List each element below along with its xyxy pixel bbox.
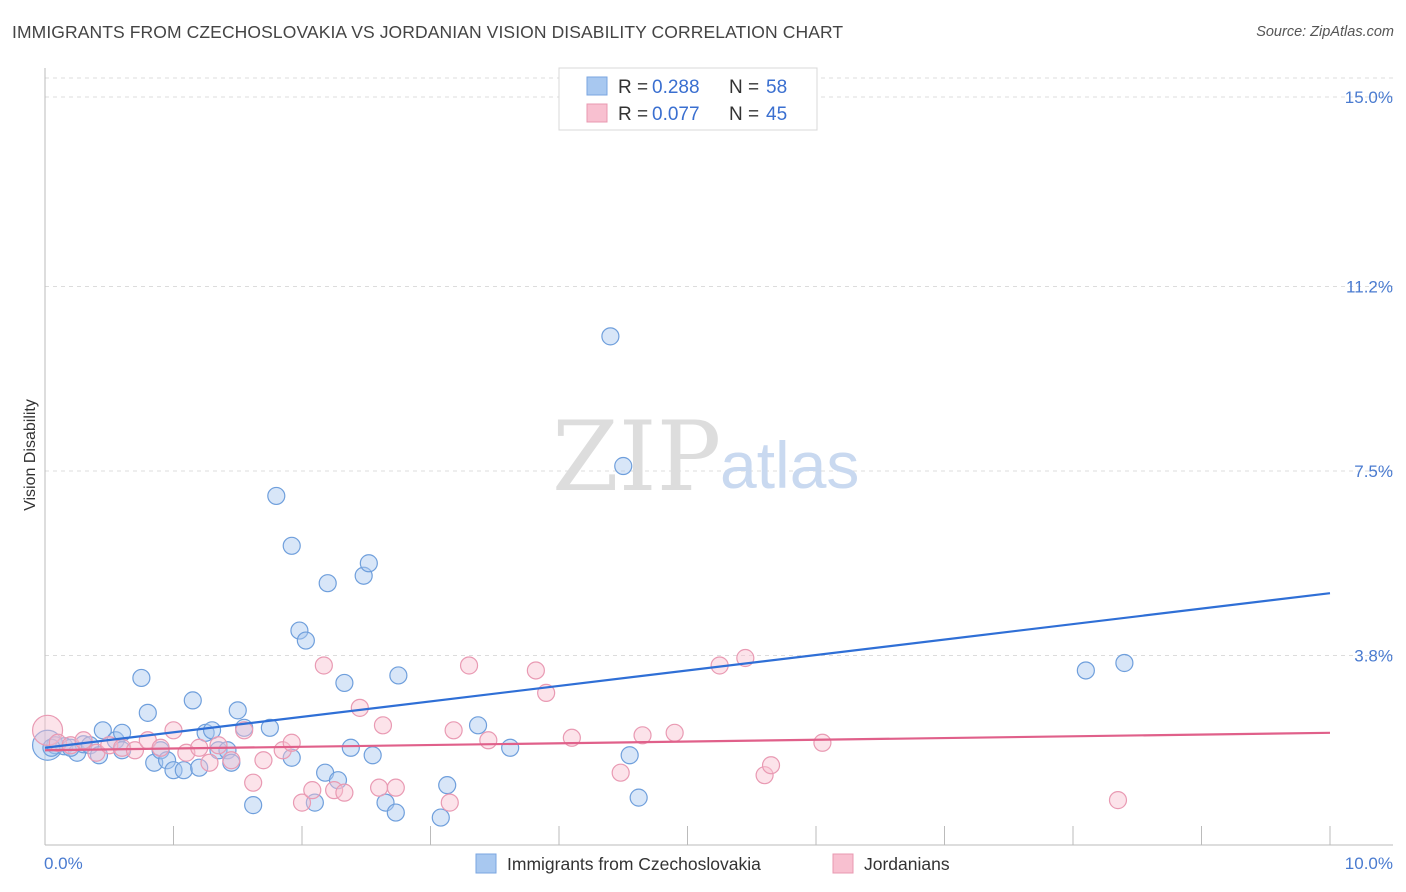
czechoslovakia-point-49 bbox=[601, 327, 620, 346]
czechoslovakia-point-51 bbox=[620, 746, 639, 765]
jordanian-point-31 bbox=[444, 721, 463, 740]
jordanian-point-22 bbox=[303, 781, 322, 800]
jordanian-point-33 bbox=[479, 731, 498, 750]
jordanian-point-0 bbox=[31, 714, 64, 746]
czechoslovakia-point-18 bbox=[190, 758, 209, 777]
czechoslovakia-point-11 bbox=[138, 703, 157, 722]
czechoslovakia-point-48 bbox=[501, 738, 520, 757]
czechoslovakia-point-52 bbox=[629, 788, 648, 807]
czechoslovakia-point-16 bbox=[174, 761, 193, 780]
czechoslovakia-point-17 bbox=[183, 691, 202, 710]
legend-r-value-2: 0.077 bbox=[652, 104, 700, 125]
jordanian-point-43 bbox=[761, 756, 781, 775]
czechoslovakia-trend-line bbox=[44, 592, 1331, 749]
bottom-legend-swatch-jordanians bbox=[832, 853, 854, 874]
czechoslovakia-point-47 bbox=[468, 716, 488, 735]
x-tick-label-0: 0.0% bbox=[44, 854, 83, 873]
czechoslovakia-point-46 bbox=[438, 776, 457, 795]
legend-swatch-jordanians bbox=[586, 103, 608, 123]
jordanian-point-27 bbox=[373, 716, 393, 735]
jordanian-point-16 bbox=[235, 721, 254, 740]
jordanian-point-23 bbox=[314, 656, 333, 675]
jordanian-point-30 bbox=[440, 793, 459, 812]
jordanian-point-14 bbox=[209, 736, 228, 755]
watermark-atlas: atlas bbox=[720, 428, 859, 502]
czechoslovakia-point-38 bbox=[341, 738, 360, 757]
legend-r-label-2: R = bbox=[618, 104, 648, 125]
legend-r-value-1: 0.288 bbox=[652, 77, 700, 98]
correlation-legend: R = 0.288 N = 58 R = 0.077 N = 45 bbox=[558, 67, 818, 131]
czechoslovakia-point-53 bbox=[1076, 661, 1095, 680]
trend-lines bbox=[44, 592, 1331, 752]
czechoslovakia-point-44 bbox=[386, 803, 405, 822]
jordanian-trend-line bbox=[44, 731, 1331, 752]
czechoslovakia-point-40 bbox=[359, 554, 378, 573]
y-tick-label-3: 15.0% bbox=[1345, 88, 1393, 107]
jordanian-point-20 bbox=[282, 733, 301, 752]
source-label: Source: ZipAtlas.com bbox=[1256, 24, 1394, 40]
czechoslovakia-point-37 bbox=[335, 673, 354, 693]
czechoslovakia-point-31 bbox=[290, 621, 309, 640]
series-legend: Immigrants from Czechoslovakia Jordanian… bbox=[475, 853, 950, 874]
czechoslovakia-point-45 bbox=[431, 808, 450, 827]
chart-title: IMMIGRANTS FROM CZECHOSLOVAKIA VS JORDAN… bbox=[12, 22, 844, 42]
czechoslovakia-point-30 bbox=[282, 536, 301, 555]
jordanian-point-32 bbox=[459, 656, 479, 675]
jordanian-point-3 bbox=[74, 731, 93, 750]
x-tick-labels: 0.0% 10.0% bbox=[44, 854, 1393, 873]
jordanian-point-7 bbox=[125, 741, 145, 760]
legend-n-label-2: N = bbox=[729, 104, 759, 125]
jordanian-point-18 bbox=[254, 751, 273, 770]
jordanian-point-17 bbox=[244, 773, 263, 792]
czechoslovakia-point-7 bbox=[93, 721, 112, 740]
jordanian-point-13 bbox=[200, 753, 219, 772]
czechoslovakia-point-24 bbox=[228, 701, 247, 720]
jordanian-point-25 bbox=[335, 783, 354, 802]
czechoslovakia-point-28 bbox=[267, 486, 286, 506]
jordanian-point-45 bbox=[1108, 791, 1128, 810]
czechoslovakia-point-50 bbox=[614, 456, 633, 476]
jordanian-point-38 bbox=[633, 726, 652, 745]
czechoslovakia-point-15 bbox=[164, 761, 183, 780]
czechoslovakia-point-27 bbox=[260, 718, 279, 737]
jordanian-point-42 bbox=[755, 766, 774, 785]
jordanian-point-37 bbox=[611, 763, 630, 782]
czechoslovakia-point-10 bbox=[132, 668, 151, 688]
czechoslovakia-point-35 bbox=[318, 574, 337, 593]
jordanian-point-34 bbox=[526, 661, 545, 680]
jordanian-point-28 bbox=[370, 778, 389, 797]
bottom-legend-label-jordanians: Jordanians bbox=[864, 854, 950, 874]
legend-n-value-1: 58 bbox=[766, 77, 787, 98]
czechoslovakia-point-41 bbox=[363, 746, 382, 765]
czechoslovakia-point-43 bbox=[389, 666, 408, 685]
y-tick-labels: 3.8% 7.5% 11.2% 15.0% bbox=[1345, 88, 1393, 666]
czechoslovakia-point-26 bbox=[244, 796, 263, 815]
data-points bbox=[31, 327, 1134, 827]
y-tick-label-0: 3.8% bbox=[1354, 647, 1393, 666]
legend-n-value-2: 45 bbox=[766, 104, 787, 125]
legend-n-label-1: N = bbox=[729, 77, 759, 98]
jordanian-point-44 bbox=[813, 733, 832, 752]
jordanian-point-15 bbox=[222, 751, 241, 770]
y-tick-label-2: 11.2% bbox=[1346, 277, 1393, 296]
x-tick-label-1: 10.0% bbox=[1345, 854, 1393, 873]
jordanian-point-26 bbox=[350, 698, 369, 717]
gridlines bbox=[45, 77, 1393, 657]
czechoslovakia-point-32 bbox=[296, 631, 315, 650]
czechoslovakia-point-54 bbox=[1115, 653, 1134, 673]
jordanian-point-39 bbox=[665, 723, 684, 742]
y-axis-label: Vision Disability bbox=[22, 399, 39, 511]
bottom-legend-label-czechoslovakia: Immigrants from Czechoslovakia bbox=[507, 854, 761, 874]
legend-swatch-czechoslovakia bbox=[586, 76, 608, 96]
bottom-legend-swatch-czechoslovakia bbox=[475, 853, 497, 874]
jordanian-point-10 bbox=[164, 721, 183, 740]
jordanian-point-21 bbox=[292, 793, 312, 812]
legend-r-label-1: R = bbox=[618, 77, 648, 98]
y-tick-label-1: 7.5% bbox=[1354, 462, 1393, 481]
watermark-zip: ZIP bbox=[552, 401, 721, 513]
jordanian-point-29 bbox=[386, 778, 405, 797]
